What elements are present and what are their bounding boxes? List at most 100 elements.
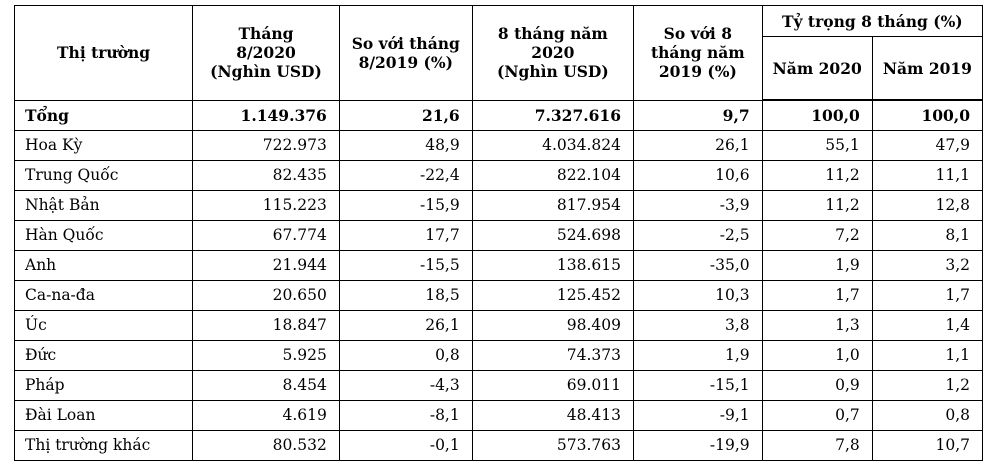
- cell-vs-m8-2019: -2,5: [633, 220, 763, 251]
- cell-vs-aug2019: 48,9: [338, 130, 473, 161]
- cell-aug2020: 4.619: [192, 400, 340, 431]
- cell-vs-aug2019: 18,5: [338, 280, 473, 311]
- cell-vs-m8-2019: 3,8: [633, 310, 763, 341]
- cell-share-2019: 100,0: [871, 99, 983, 131]
- cell-market: Đài Loan: [13, 400, 194, 431]
- cell-market: Hoa Kỳ: [13, 130, 194, 161]
- cell-market: Trung Quốc: [13, 160, 194, 191]
- cell-vs-m8-2019: -19,9: [633, 430, 763, 461]
- cell-vs-m8-2019: 10,3: [633, 280, 763, 311]
- cell-m8-2020: 69.011: [471, 370, 635, 401]
- cell-share-2019: 11,1: [871, 160, 983, 191]
- cell-m8-2020: 822.104: [471, 160, 635, 191]
- header-market: Thị trường: [13, 5, 194, 101]
- cell-m8-2020: 138.615: [471, 250, 635, 281]
- cell-aug2020: 1.149.376: [192, 99, 340, 131]
- cell-vs-m8-2019: -3,9: [633, 190, 763, 221]
- cell-share-2019: 1,2: [871, 370, 983, 401]
- cell-m8-2020: 7.327.616: [471, 99, 635, 131]
- table-row: Hoa Kỳ 722.973 48,9 4.034.824 26,1 55,1 47,9: [13, 130, 983, 161]
- cell-vs-m8-2019: -9,1: [633, 400, 763, 431]
- cell-vs-aug2019: 26,1: [338, 310, 473, 341]
- cell-share-2020: 1,9: [761, 250, 873, 281]
- table-row: Đức 5.925 0,8 74.373 1,9 1,0 1,1: [13, 340, 983, 371]
- cell-share-2020: 0,9: [761, 370, 873, 401]
- cell-m8-2020: 817.954: [471, 190, 635, 221]
- cell-market: Anh: [13, 250, 194, 281]
- cell-vs-m8-2019: 9,7: [633, 99, 763, 131]
- cell-share-2020: 100,0: [761, 99, 873, 131]
- table-row: Anh 21.944 -15,5 138.615 -35,0 1,9 3,2: [13, 250, 983, 281]
- table-row: Ca-na-đa 20.650 18,5 125.452 10,3 1,7 1,7: [13, 280, 983, 311]
- table-row: Thị trường khác 80.532 -0,1 573.763 -19,9 7,8…: [13, 430, 983, 461]
- cell-m8-2020: 74.373: [471, 340, 635, 371]
- cell-share-2019: 1,4: [871, 310, 983, 341]
- header-share-2019: Năm 2019: [871, 36, 983, 101]
- cell-m8-2020: 125.452: [471, 280, 635, 311]
- cell-vs-aug2019: -8,1: [338, 400, 473, 431]
- cell-share-2020: 1,7: [761, 280, 873, 311]
- cell-market: Ca-na-đa: [13, 280, 194, 311]
- cell-vs-m8-2019: -15,1: [633, 370, 763, 401]
- cell-share-2020: 1,3: [761, 310, 873, 341]
- table-row: Hàn Quốc 67.774 17,7 524.698 -2,5 7,2 8,1: [13, 220, 983, 251]
- market-table: Thị trường Tháng 8/2020 (Nghìn USD) So v…: [13, 5, 983, 461]
- cell-aug2020: 18.847: [192, 310, 340, 341]
- cell-vs-aug2019: 0,8: [338, 340, 473, 371]
- table-row: Trung Quốc 82.435 -22,4 822.104 10,6 11,2 11,1: [13, 160, 983, 191]
- cell-market: Nhật Bản: [13, 190, 194, 221]
- cell-share-2020: 55,1: [761, 130, 873, 161]
- cell-m8-2020: 48.413: [471, 400, 635, 431]
- cell-share-2019: 1,1: [871, 340, 983, 371]
- cell-aug2020: 115.223: [192, 190, 340, 221]
- cell-aug2020: 80.532: [192, 430, 340, 461]
- header-share-group: Tỷ trọng 8 tháng (%): [761, 5, 983, 37]
- cell-share-2020: 11,2: [761, 160, 873, 191]
- cell-vs-aug2019: 17,7: [338, 220, 473, 251]
- table-row: Pháp 8.454 -4,3 69.011 -15,1 0,9 1,2: [13, 370, 983, 401]
- header-m8-2020: 8 tháng năm 2020 (Nghìn USD): [471, 5, 635, 101]
- cell-vs-aug2019: -4,3: [338, 370, 473, 401]
- cell-vs-m8-2019: 1,9: [633, 340, 763, 371]
- cell-share-2020: 0,7: [761, 400, 873, 431]
- cell-m8-2020: 4.034.824: [471, 130, 635, 161]
- cell-vs-m8-2019: -35,0: [633, 250, 763, 281]
- cell-m8-2020: 524.698: [471, 220, 635, 251]
- cell-aug2020: 8.454: [192, 370, 340, 401]
- cell-aug2020: 20.650: [192, 280, 340, 311]
- table-row: Đài Loan 4.619 -8,1 48.413 -9,1 0,7 0,8: [13, 400, 983, 431]
- cell-vs-aug2019: 21,6: [338, 99, 473, 131]
- cell-market: Pháp: [13, 370, 194, 401]
- table-row: Nhật Bản 115.223 -15,9 817.954 -3,9 11,2 12,8: [13, 190, 983, 221]
- cell-aug2020: 722.973: [192, 130, 340, 161]
- cell-share-2019: 1,7: [871, 280, 983, 311]
- cell-share-2020: 7,8: [761, 430, 873, 461]
- cell-market: Đức: [13, 340, 194, 371]
- cell-share-2019: 47,9: [871, 130, 983, 161]
- header-vs-aug2019: So với tháng 8/2019 (%): [338, 5, 473, 101]
- cell-vs-aug2019: -15,9: [338, 190, 473, 221]
- cell-market: Tổng: [13, 99, 194, 131]
- cell-market: Hàn Quốc: [13, 220, 194, 251]
- cell-aug2020: 82.435: [192, 160, 340, 191]
- cell-vs-m8-2019: 10,6: [633, 160, 763, 191]
- cell-m8-2020: 98.409: [471, 310, 635, 341]
- cell-aug2020: 67.774: [192, 220, 340, 251]
- cell-share-2019: 8,1: [871, 220, 983, 251]
- cell-share-2020: 11,2: [761, 190, 873, 221]
- cell-vs-aug2019: -22,4: [338, 160, 473, 191]
- cell-market: Úc: [13, 310, 194, 341]
- header-aug2020: Tháng 8/2020 (Nghìn USD): [192, 5, 340, 101]
- cell-aug2020: 5.925: [192, 340, 340, 371]
- cell-aug2020: 21.944: [192, 250, 340, 281]
- cell-vs-m8-2019: 26,1: [633, 130, 763, 161]
- table-body: Tổng 1.149.376 21,6 7.327.616 9,7 100,0 100,0 H…: [13, 99, 983, 461]
- cell-share-2019: 10,7: [871, 430, 983, 461]
- cell-m8-2020: 573.763: [471, 430, 635, 461]
- table-row-total: Tổng 1.149.376 21,6 7.327.616 9,7 100,0 100,0: [13, 99, 983, 131]
- header-vs-m8-2019: So với 8 tháng năm 2019 (%): [633, 5, 763, 101]
- cell-share-2019: 12,8: [871, 190, 983, 221]
- table-row: Úc 18.847 26,1 98.409 3,8 1,3 1,4: [13, 310, 983, 341]
- cell-share-2020: 1,0: [761, 340, 873, 371]
- cell-share-2019: 3,2: [871, 250, 983, 281]
